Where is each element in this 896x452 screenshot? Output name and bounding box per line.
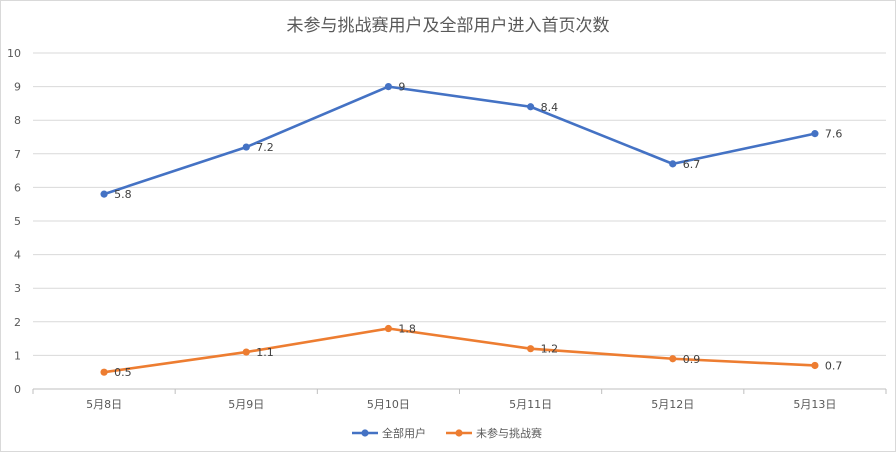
y-tick-label: 6 (14, 181, 21, 194)
gridlines (33, 52, 886, 356)
y-tick-label: 2 (14, 316, 21, 329)
data-label: 1.8 (398, 323, 416, 336)
legend-swatch-marker (361, 429, 369, 437)
data-label: 0.5 (114, 366, 132, 379)
legend: 全部用户 未参与挑战赛 (352, 426, 542, 440)
data-point (811, 361, 819, 370)
data-label: 0.9 (683, 353, 701, 366)
y-tick-label: 3 (14, 282, 21, 295)
x-tick-label: 5月9日 (228, 398, 264, 411)
data-label: 0.7 (825, 359, 843, 372)
axes: 0 1 2 3 4 5 6 7 8 9 10 5月8日 5月9日 5月10日 5月11日 5月12日 5月13日 (7, 47, 887, 411)
data-point (811, 130, 819, 138)
x-tick-label: 5月13日 (793, 398, 836, 411)
data-point (100, 368, 108, 376)
data-label: 5.8 (114, 188, 132, 201)
legend-swatch-marker (455, 429, 463, 437)
y-tick-label: 10 (7, 47, 21, 60)
data-label: 7.6 (825, 128, 843, 141)
chart-title: 未参与挑战赛用户及全部用户进入首页次数 (287, 15, 610, 36)
x-tick-label: 5月12日 (651, 398, 694, 411)
data-point (100, 190, 108, 198)
data-label: 9 (398, 81, 405, 94)
data-point (669, 355, 677, 363)
x-tick-label: 5月8日 (86, 398, 122, 411)
y-tick-label: 8 (14, 114, 21, 127)
legend-label: 未参与挑战赛 (476, 426, 542, 440)
data-labels: 5.8 7.2 9 8.4 6.7 7.6 0.5 1.1 1.8 1.2 0.9 0.7 (114, 81, 842, 380)
data-label: 1.2 (541, 343, 559, 356)
series-lines (100, 83, 819, 376)
legend-label: 全部用户 (382, 426, 426, 440)
data-point (242, 143, 250, 151)
y-tick-label: 1 (14, 349, 21, 362)
data-point (384, 324, 393, 333)
y-tick-label: 4 (14, 249, 21, 262)
y-tick-label: 7 (14, 148, 21, 161)
data-label: 6.7 (683, 158, 701, 171)
data-point (526, 345, 535, 353)
series-line-1 (102, 85, 817, 196)
data-label: 7.2 (256, 141, 274, 154)
data-label: 1.1 (256, 346, 274, 359)
x-tick-label: 5月11日 (509, 398, 552, 411)
series-line-2 (102, 327, 817, 374)
data-point (384, 83, 393, 91)
data-label: 8.4 (541, 101, 559, 114)
y-tick-label: 0 (14, 383, 21, 396)
x-tick-label: 5月10日 (367, 398, 410, 411)
data-point (526, 103, 535, 111)
data-point (242, 348, 250, 356)
y-tick-label: 5 (14, 215, 21, 228)
data-point (669, 160, 677, 168)
y-tick-label: 9 (14, 81, 21, 94)
